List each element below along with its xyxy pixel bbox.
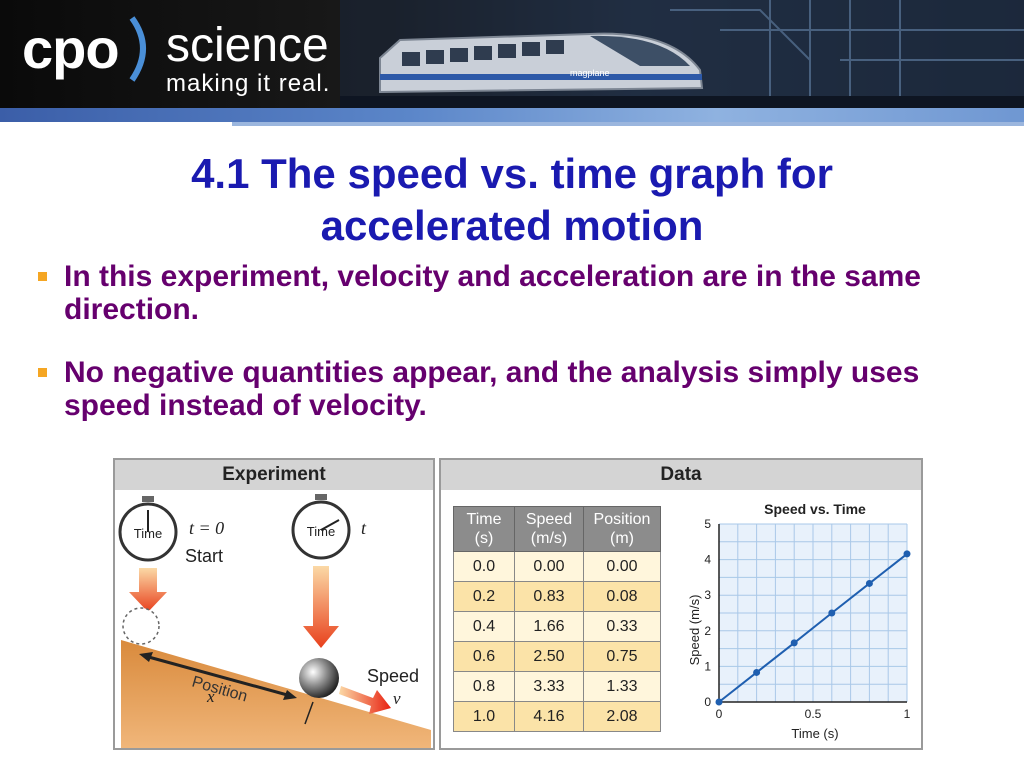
table-cell: 1.33 xyxy=(583,671,661,702)
stopwatch-icon: Time xyxy=(118,496,178,562)
table-header-position: Position (m) xyxy=(583,506,661,552)
chart-series-line xyxy=(718,553,908,703)
chart-data-point xyxy=(753,668,761,676)
science-logo: science xyxy=(166,19,329,72)
chart-x-tick-label: 0.5 xyxy=(805,707,822,721)
table-cell: 4.16 xyxy=(514,701,584,732)
table-row: 0.8 3.33 1.33 xyxy=(453,671,661,702)
table-cell: 0.4 xyxy=(453,611,515,642)
t0-label: t = 0 xyxy=(189,518,224,538)
ball-icon xyxy=(299,658,339,698)
table-cell: 2.50 xyxy=(514,641,584,672)
cpo-logo: cpo xyxy=(22,17,120,80)
maglev-train-icon: magplane xyxy=(340,0,1024,108)
clock-label: Time xyxy=(134,526,162,541)
table-row: 0.4 1.66 0.33 xyxy=(453,611,661,642)
chart-x-tick-label: 0 xyxy=(716,707,723,721)
table-cell: 1.66 xyxy=(514,611,584,642)
chart-data-point xyxy=(828,609,836,617)
chart-title: Speed vs. Time xyxy=(764,501,866,517)
clock-label: Time xyxy=(307,524,335,539)
speed-time-chart: Speed vs. Time Time (s) Speed (m/s) 0 1 2 3… xyxy=(687,501,911,741)
table-cell: 0.0 xyxy=(453,551,515,582)
bullet-item: No negative quantities appear, and the a… xyxy=(30,356,980,422)
chart-y-tick-label: 1 xyxy=(704,659,711,673)
start-label: Start xyxy=(185,546,223,566)
t-label: t xyxy=(361,518,367,538)
chart-y-axis-label: Speed (m/s) xyxy=(687,595,702,666)
experiment-header: Experiment xyxy=(115,460,433,490)
chart-x-axis-label: Time (s) xyxy=(791,726,838,741)
banner-underline xyxy=(232,122,1024,126)
down-arrow-icon xyxy=(303,566,339,648)
table-header-time: Time (s) xyxy=(453,506,515,552)
incline-ramp xyxy=(121,640,431,748)
slide-title-line2: accelerated motion xyxy=(320,202,704,249)
table-cell: 0.6 xyxy=(453,641,515,672)
x-label: x xyxy=(206,687,215,706)
ball-start-position xyxy=(122,607,160,645)
table-cell: 0.00 xyxy=(514,551,584,582)
banner-stripe xyxy=(0,108,1024,122)
table-cell: 0.33 xyxy=(583,611,661,642)
chart-y-tick-label: 3 xyxy=(704,588,711,602)
chart-y-tick-label: 0 xyxy=(704,695,711,709)
chart-data-point xyxy=(865,579,873,587)
table-header-row: Time (s) Speed (m/s) Position (m) xyxy=(453,506,661,552)
chart-y-tick-label: 4 xyxy=(704,553,711,567)
table-row: 0.0 0.00 0.00 xyxy=(453,551,661,582)
table-cell: 2.08 xyxy=(583,701,661,732)
data-table: Time (s) Speed (m/s) Position (m) 0.0 0.… xyxy=(453,506,661,732)
slide-title: 4.1 The speed vs. time graph for acceler… xyxy=(60,148,964,252)
train-logo-text: magplane xyxy=(570,68,610,78)
logo-swoosh-icon xyxy=(129,16,146,82)
speed-label: Speed xyxy=(367,666,419,686)
table-cell: 0.75 xyxy=(583,641,661,672)
table-cell: 0.08 xyxy=(583,581,661,612)
chart-y-tick-label: 2 xyxy=(704,624,711,638)
experiment-panel: Experiment xyxy=(113,458,435,750)
stopwatch-icon: Time xyxy=(291,494,351,560)
data-header: Data xyxy=(441,460,921,490)
v-label: v xyxy=(393,689,401,708)
experiment-figure: Experiment xyxy=(113,458,923,750)
bullet-text: In this experiment, velocity and acceler… xyxy=(64,260,921,326)
speed-arrow-icon xyxy=(339,686,391,714)
table-cell: 0.8 xyxy=(453,671,515,702)
table-cell: 0.83 xyxy=(514,581,584,612)
position-arrow xyxy=(144,654,292,698)
bullet-list: In this experiment, velocity and acceler… xyxy=(30,260,980,452)
chart-x-tick-label: 1 xyxy=(904,707,911,721)
bullet-text: No negative quantities appear, and the a… xyxy=(64,356,920,422)
table-cell: 0.00 xyxy=(583,551,661,582)
table-row: 0.2 0.83 0.08 xyxy=(453,581,661,612)
slide-title-line1: 4.1 The speed vs. time graph for xyxy=(191,150,833,197)
bullet-item: In this experiment, velocity and acceler… xyxy=(30,260,980,326)
logo-tagline: making it real. xyxy=(166,70,331,97)
chart-data-point xyxy=(903,550,911,558)
chart-y-tick-label: 5 xyxy=(704,517,711,531)
experiment-illustration: Time t = 0 Start Time t xyxy=(118,494,431,748)
data-panel: Data Time (s) Speed (m/s) Position (m) 0… xyxy=(439,458,923,750)
chart-plot-area: 0 1 2 3 4 5 0 0.5 1 xyxy=(704,517,910,721)
chart-data-point xyxy=(715,698,723,706)
table-header-speed: Speed (m/s) xyxy=(514,506,584,552)
bullet-square-icon xyxy=(38,368,47,377)
table-row: 0.6 2.50 0.75 xyxy=(453,641,661,672)
header-banner: cpo science making it real. magplane xyxy=(0,0,1024,122)
table-cell: 1.0 xyxy=(453,701,515,732)
table-row: 1.0 4.16 2.08 xyxy=(453,701,661,732)
table-cell: 3.33 xyxy=(514,671,584,702)
table-cell: 0.2 xyxy=(453,581,515,612)
down-arrow-icon xyxy=(129,568,167,612)
chart-data-point xyxy=(790,639,798,647)
bullet-square-icon xyxy=(38,272,47,281)
